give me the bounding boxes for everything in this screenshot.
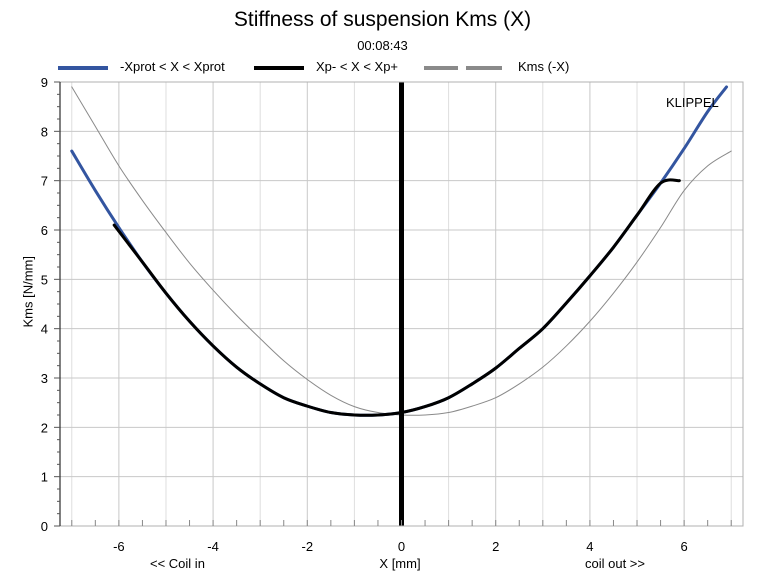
x-tick-label: 0 (398, 539, 405, 554)
y-tick-label: 0 (41, 519, 48, 534)
chart-title: Stiffness of suspension Kms (X) (233, 8, 532, 31)
x-tick-label: -4 (207, 539, 219, 554)
legend-label-kms-neg: Kms (-X) (518, 59, 570, 74)
legend-swatch-xp (254, 66, 304, 70)
y-tick-label: 1 (41, 470, 48, 485)
y-tick-label: 8 (41, 124, 48, 139)
axis-layer: 0 1 2 3 4 5 6 7 8 9 -6 -4 -2 0 2 4 6 (41, 75, 744, 554)
x-axis-label: X [mm] (379, 556, 421, 571)
legend-swatch-kms-neg-a (424, 66, 458, 70)
y-tick-label: 2 (41, 420, 48, 435)
x-axis-label-coil-out: coil out >> (585, 556, 645, 571)
y-tick-label: 5 (41, 272, 48, 287)
legend-label-xp: Xp- < X < Xp+ (316, 59, 399, 74)
series-layer (70, 82, 732, 526)
y-axis-label: Kms [N/mm] (20, 256, 36, 328)
legend-swatch-kms-neg-b (466, 66, 502, 70)
klippel-watermark: KLIPPEL (666, 95, 719, 110)
legend-label-xprot: -Xprot < X < Xprot (120, 59, 225, 74)
x-tick-label: -2 (302, 539, 314, 554)
chart-subtitle: 00:08:43 (357, 38, 408, 53)
legend-swatch-xprot (58, 66, 108, 70)
y-tick-label: 4 (41, 322, 48, 337)
x-tick-label: 6 (681, 539, 688, 554)
y-tick-label: 3 (41, 371, 48, 386)
x-axis-label-coil-in: << Coil in (150, 556, 205, 571)
y-tick-label: 7 (41, 174, 48, 189)
x-tick-label: 2 (492, 539, 499, 554)
y-tick-label: 6 (41, 223, 48, 238)
legend: -Xprot < X < Xprot Xp- < X < Xp+ Kms (-X… (58, 58, 758, 76)
x-tick-label: 4 (586, 539, 593, 554)
x-tick-label: -6 (113, 539, 125, 554)
y-tick-label: 9 (41, 75, 48, 90)
